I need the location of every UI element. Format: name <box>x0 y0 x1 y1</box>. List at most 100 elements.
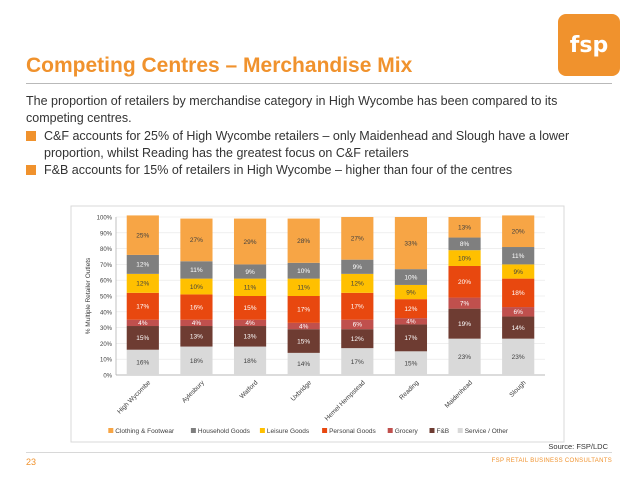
bar-segment <box>126 349 159 375</box>
legend-label: F&B <box>437 428 450 435</box>
bar-segment <box>394 299 428 319</box>
fsp-logo: fsp <box>558 14 620 76</box>
title-divider <box>26 83 612 84</box>
data-label: 6% <box>353 322 363 329</box>
data-label: 10% <box>297 268 310 275</box>
data-label: 4% <box>406 319 416 326</box>
page-title: Competing Centres – Merchandise Mix <box>26 54 413 77</box>
y-tick-label: 30% <box>100 326 113 332</box>
data-label: 12% <box>404 306 417 313</box>
data-label: 14% <box>512 325 525 332</box>
legend-label: Clothing & Footwear <box>115 428 175 435</box>
bar-segment <box>180 346 213 375</box>
data-label: 18% <box>190 358 203 365</box>
bar-segment <box>502 316 535 339</box>
data-label: 19% <box>458 321 471 328</box>
data-label: 15% <box>404 360 417 367</box>
legend-swatch <box>108 428 114 433</box>
bar-segment <box>287 322 320 330</box>
data-label: 12% <box>136 262 149 269</box>
data-label: 11% <box>244 285 257 292</box>
data-label: 4% <box>192 320 202 327</box>
bar-segment <box>448 217 481 238</box>
data-label: 16% <box>136 360 149 367</box>
bar-segment <box>233 264 267 279</box>
bullet-item: C&F accounts for 25% of High Wycombe ret… <box>26 128 616 162</box>
data-label: 6% <box>513 309 523 316</box>
data-label: 12% <box>136 281 149 288</box>
data-label: 12% <box>351 281 364 288</box>
bar-segment <box>180 278 213 295</box>
legend-swatch <box>322 428 328 433</box>
page-number: 23 <box>26 457 37 467</box>
bar-segment <box>394 284 428 300</box>
legend-label: Grocery <box>395 428 419 435</box>
data-label: 17% <box>351 359 364 366</box>
data-label: 18% <box>512 290 525 297</box>
y-tick-label: 40% <box>100 310 113 316</box>
data-label: 4% <box>245 320 255 327</box>
bar-segment <box>341 319 374 330</box>
legend-label: Household Goods <box>198 428 251 435</box>
bar-segment <box>448 297 481 309</box>
bar-segment <box>341 292 374 320</box>
bar-segment <box>502 264 535 279</box>
legend-label: Personal Goods <box>329 428 376 435</box>
legend-swatch <box>190 428 196 433</box>
bar-segment <box>233 296 267 320</box>
data-label: 11% <box>512 253 525 260</box>
data-label: 17% <box>404 335 417 342</box>
y-tick-label: 10% <box>100 358 113 364</box>
bullet-square-icon <box>26 165 36 175</box>
bar-segment <box>394 217 428 270</box>
legend-swatch <box>259 428 265 433</box>
data-label: 17% <box>351 304 364 311</box>
y-tick-label: 60% <box>100 279 113 285</box>
source-note: Source: FSP/LDC <box>548 442 608 451</box>
y-tick-label: 100% <box>97 216 113 222</box>
bar-segment <box>126 326 159 350</box>
bar-segment <box>180 261 213 279</box>
bar-segment <box>448 265 481 298</box>
data-label: 15% <box>136 335 149 342</box>
data-label: 13% <box>458 225 471 232</box>
y-tick-label: 20% <box>100 342 113 348</box>
legend-swatch <box>387 428 393 433</box>
footer-text: FSP RETAIL BUSINESS CONSULTANTS <box>491 458 612 464</box>
bar-segment <box>341 329 374 349</box>
bar-segment <box>502 247 535 265</box>
data-label: 29% <box>244 239 257 246</box>
y-axis-label: % Multiple Retailer Outlets <box>85 257 92 334</box>
data-label: 9% <box>353 264 363 271</box>
data-label: 15% <box>244 305 257 312</box>
data-label: 11% <box>297 285 310 292</box>
bar-segment <box>502 215 535 248</box>
bar-segment <box>287 218 320 263</box>
bullet-square-icon <box>26 131 36 141</box>
bar-segment <box>502 307 535 317</box>
data-label: 10% <box>190 284 203 291</box>
bar-segment <box>180 294 213 320</box>
data-label: 9% <box>406 289 416 296</box>
data-label: 20% <box>512 229 525 236</box>
legend-label: Service / Other <box>465 428 509 435</box>
y-tick-label: 70% <box>100 263 113 269</box>
bullet-list: C&F accounts for 25% of High Wycombe ret… <box>26 128 616 179</box>
bar-segment <box>180 218 213 262</box>
bar-segment <box>341 273 374 293</box>
bullet-text: C&F accounts for 25% of High Wycombe ret… <box>44 129 570 160</box>
legend-swatch <box>457 428 463 433</box>
bar-segment <box>394 269 428 285</box>
bullet-item: F&B accounts for 15% of retailers in Hig… <box>26 162 616 179</box>
data-label: 16% <box>190 304 203 311</box>
data-label: 8% <box>460 241 470 248</box>
data-label: 18% <box>244 358 257 365</box>
bar-segment <box>287 296 320 323</box>
bar-segment <box>233 218 267 265</box>
bar-segment <box>180 319 213 327</box>
stacked-bar-chart: 0% 10% 20% 30% 40% 50% 60% 70% 80% 90% 100% % Multi… <box>70 205 565 443</box>
legend-label: Leisure Goods <box>267 428 310 435</box>
bar-segment <box>448 338 481 375</box>
data-label: 4% <box>138 320 148 327</box>
bar-segment <box>287 262 320 279</box>
